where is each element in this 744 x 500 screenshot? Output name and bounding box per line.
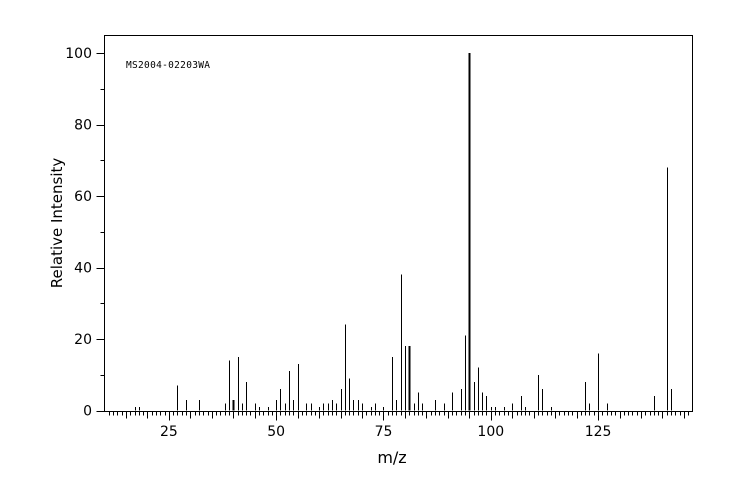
- y-axis-ticks: [96, 53, 105, 412]
- x-tick-label: 50: [267, 424, 285, 440]
- x-axis-tick-labels: 25 50 75 100 125: [160, 424, 611, 440]
- x-tick-label: 125: [585, 424, 612, 440]
- y-tick-label: 0: [83, 404, 92, 420]
- x-tick-label: 25: [160, 424, 178, 440]
- y-axis-tick-labels: 0 20 40 60 80 100: [65, 46, 92, 420]
- spectrum-peaks: [135, 53, 672, 411]
- x-tick-label: 75: [375, 424, 393, 440]
- y-tick-label: 40: [74, 261, 92, 277]
- y-tick-label: 80: [74, 118, 92, 134]
- y-axis-title: Relative Intensity: [48, 158, 66, 289]
- x-axis-ticks: [109, 411, 689, 421]
- x-axis-title: m/z: [377, 448, 406, 467]
- y-tick-label: 100: [65, 46, 92, 62]
- y-tick-label: 60: [74, 189, 92, 205]
- plot-frame: [104, 35, 693, 412]
- spectrum-id-annotation: MS2004-02203WA: [126, 60, 210, 71]
- y-tick-label: 20: [74, 332, 92, 348]
- x-tick-label: 100: [477, 424, 504, 440]
